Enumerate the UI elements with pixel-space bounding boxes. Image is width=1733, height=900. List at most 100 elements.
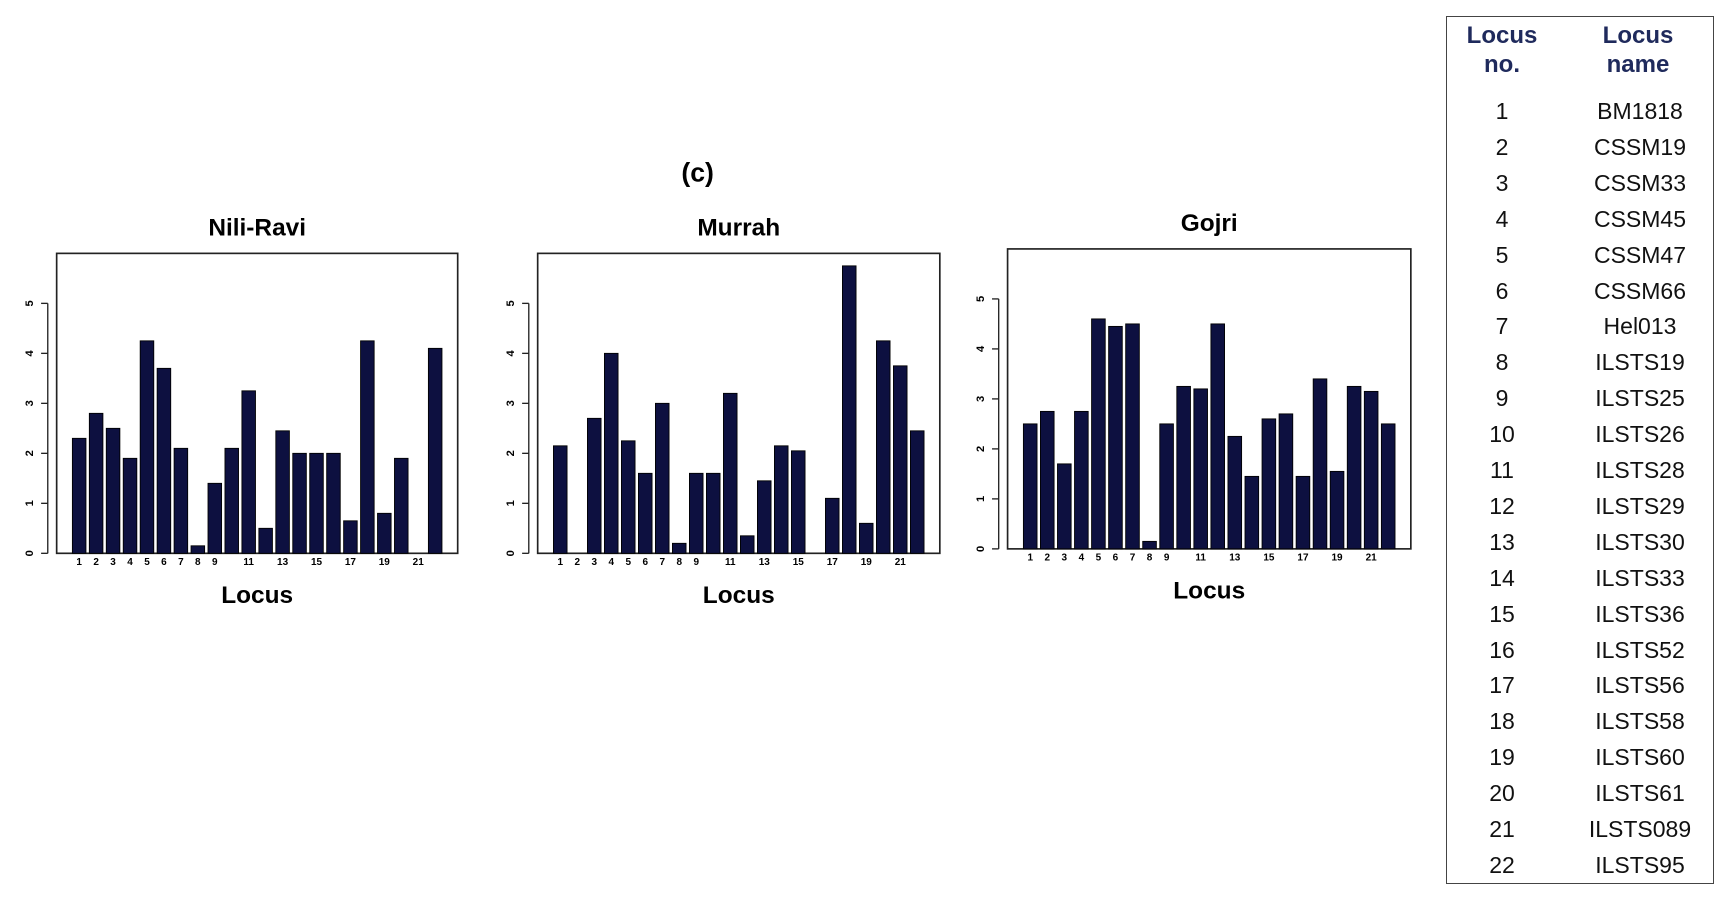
x-tick-label: 3 [591,557,597,568]
bar [1125,323,1140,550]
y-tick-label: 2 [24,450,36,456]
y-tick-label: 5 [975,296,987,302]
bar [553,445,568,554]
table-cell: 4 [1495,205,1509,232]
bar [1040,410,1055,550]
bar [1227,435,1243,550]
x-tick-label: 15 [1263,552,1275,563]
bar [360,340,375,554]
bar [224,447,239,554]
bar [842,265,857,554]
bar [587,417,602,554]
bar [1159,423,1174,550]
table-cell: 17 [1489,672,1515,699]
x-tick-label: 15 [311,557,323,568]
x-tick-label: 9 [693,557,699,568]
bar [1022,423,1038,550]
table-cell: BM1818 [1597,98,1683,124]
x-tick-label: 8 [195,557,201,568]
bar [343,520,358,554]
x-tick-label: 3 [1062,552,1068,563]
y-tick-label: 3 [505,400,517,406]
x-tick-label: 19 [1332,552,1344,563]
x-tick-label: 21 [413,557,425,568]
panel-label: (c) [681,158,714,188]
table-cell: ILSTS089 [1588,816,1692,842]
y-tick-label: 5 [505,300,517,306]
x-tick-label: 4 [608,557,614,568]
chart-title: Nili-Ravi [208,214,306,241]
bar [1142,540,1157,550]
x-tick-label: 5 [625,557,631,568]
plot-frame [1006,248,1412,550]
bar [190,545,206,554]
table-cell: ILSTS58 [1595,708,1685,735]
table-cell: 13 [1489,528,1515,555]
table-cell: 5 [1495,241,1509,268]
table-cell: 22 [1489,851,1515,878]
bar [655,402,670,554]
x-tick-label: 19 [379,557,391,568]
bar [706,472,721,554]
bar [1244,475,1260,550]
x-tick-label: 6 [161,557,167,568]
x-tick-label: 17 [1297,552,1309,563]
bar [173,447,189,554]
bar [1108,325,1123,550]
x-tick-label: 7 [1130,552,1136,563]
bar [774,445,789,554]
bar [1261,418,1277,550]
x-tick-label: 13 [277,557,289,568]
x-tick-label: 6 [1113,552,1119,563]
x-tick-label: 3 [110,557,116,568]
x-tick-label: 9 [212,557,218,568]
table-cell: ILSTS52 [1595,636,1685,663]
y-tick-label: 1 [24,500,36,506]
y-tick-label: 3 [975,396,987,402]
table-cell: CSSM45 [1593,205,1687,232]
table-cell: 14 [1489,564,1515,591]
table-cell: 21 [1489,816,1515,842]
table-cell: 11 [1490,457,1514,483]
y-tick-label: 2 [505,450,517,456]
x-tick-label: 7 [178,557,184,568]
x-tick-label: 1 [557,557,563,568]
bar [893,365,908,554]
bar [910,430,925,554]
table-header: Locus no. [1466,22,1538,78]
bar [105,427,121,554]
x-tick-label: 19 [861,557,873,568]
x-tick-label: 13 [1229,552,1241,563]
bar [1074,410,1089,550]
table-cell: 19 [1489,744,1515,771]
bar [1193,388,1208,550]
bar [394,457,409,554]
table-cell: CSSM33 [1593,169,1687,196]
table-cell: ILSTS25 [1595,385,1685,412]
bar [723,392,738,554]
table-cell: Hel013 [1603,313,1677,340]
bar [156,367,172,554]
bar [689,472,704,554]
bar [1057,463,1072,550]
bar [207,482,223,554]
bar [326,452,341,554]
x-tick-label: 17 [345,557,357,568]
table-cell: 16 [1489,636,1515,663]
bar [1278,413,1294,550]
table-cell: 20 [1489,780,1515,807]
bar [292,452,307,554]
bar [1176,385,1191,550]
bar [88,412,104,554]
table-header: Locus name [1602,22,1674,78]
bar [1380,423,1396,550]
table-cell: CSSM47 [1593,241,1687,268]
x-tick-label: 17 [827,557,839,568]
table-cell: 18 [1489,708,1515,735]
x-tick-label: 8 [676,557,682,568]
y-tick-label: 0 [505,550,517,556]
y-tick-label: 4 [24,349,36,356]
x-tick-label: 4 [1079,552,1085,563]
table-cell: 8 [1495,349,1509,376]
bar [1346,385,1362,550]
